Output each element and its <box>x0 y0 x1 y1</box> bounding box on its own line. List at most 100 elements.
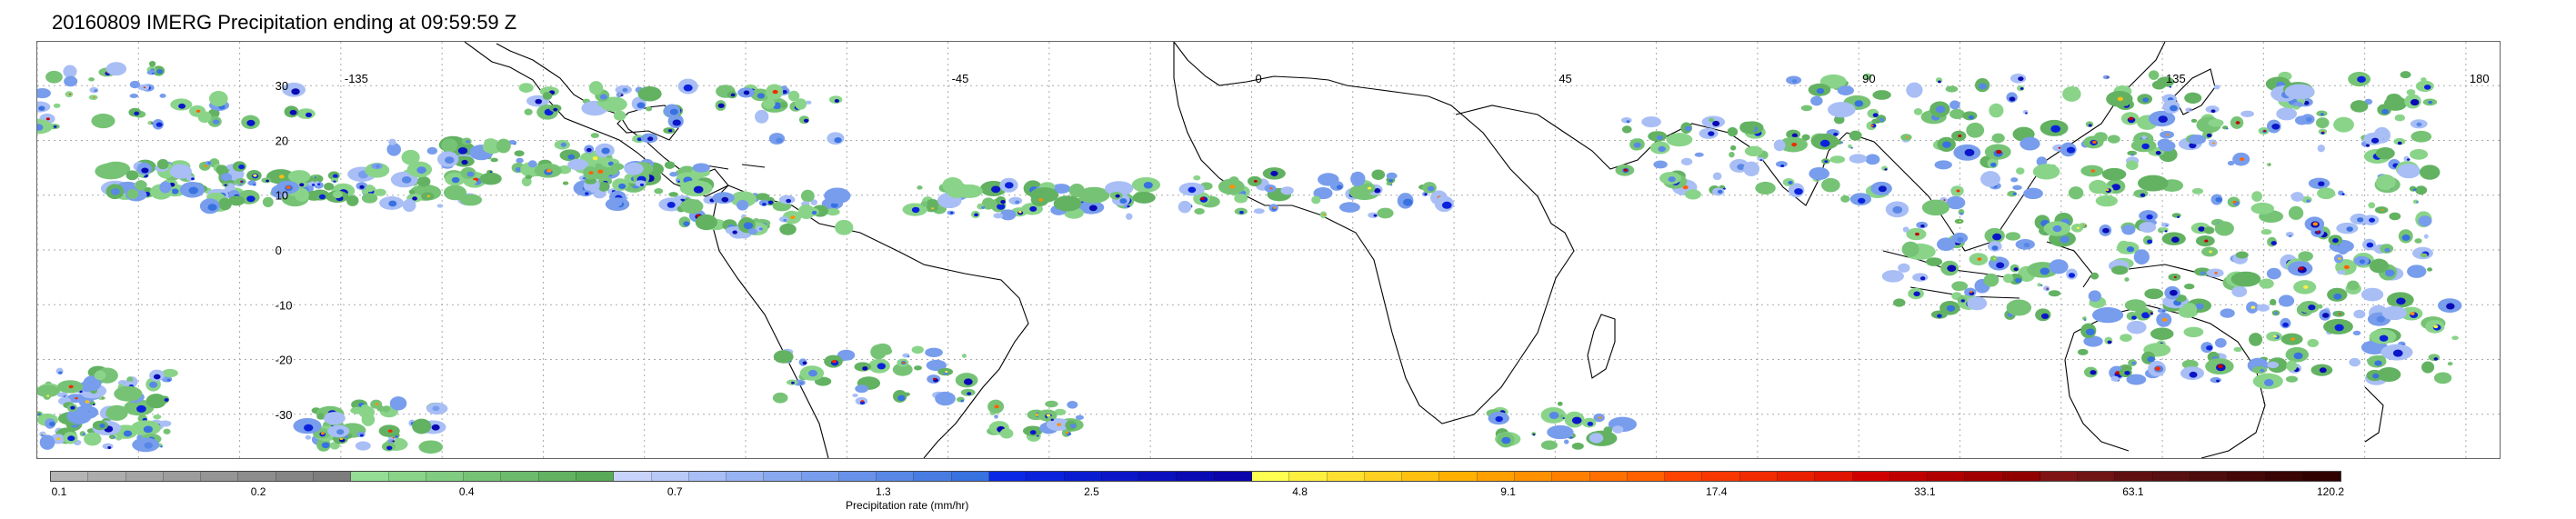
precip-cell-light <box>1921 199 1950 216</box>
precip-cell-moderate <box>2147 356 2155 363</box>
colorbar-tick-label: 0.1 <box>51 485 67 498</box>
colorbar-tick-label: 0.7 <box>667 485 683 498</box>
precip-cell-light <box>664 161 676 169</box>
precip-cell-light <box>834 219 854 235</box>
colorbar-swatch <box>501 472 539 481</box>
precip-cell-moderate <box>289 109 297 115</box>
precip-cell-light <box>1694 152 1704 157</box>
precip-cell-moderate <box>2274 312 2278 314</box>
precip-cell-heavy <box>931 207 935 210</box>
precip-cell-light <box>1559 414 1564 419</box>
precip-cell-heavy <box>1943 199 1946 201</box>
precip-cell-light <box>590 133 599 138</box>
precip-cell-light <box>479 172 502 185</box>
precip-cell-moderate <box>2263 379 2274 386</box>
precip-cell-light <box>2267 361 2280 369</box>
precip-cell-heavy <box>102 397 104 399</box>
precip-cell-moderate <box>94 89 98 93</box>
precip-cell-heavy <box>588 171 594 175</box>
precip-cell-light <box>2433 372 2452 384</box>
precip-cell-light <box>366 185 375 193</box>
precip-cell-moderate <box>1000 200 1006 205</box>
precip-cell-light <box>2415 185 2428 195</box>
precip-cell-light <box>114 385 143 402</box>
precip-cell-heavy <box>204 165 208 168</box>
precip-cell-light <box>1872 90 1891 100</box>
precip-cell-moderate <box>1920 224 1925 228</box>
precip-cell-moderate <box>732 230 737 235</box>
precip-cell-moderate <box>2357 75 2366 83</box>
precip-cell-moderate <box>1658 145 1666 153</box>
precip-cell-light <box>1936 237 1956 252</box>
precip-cell-moderate <box>2397 141 2402 145</box>
precip-cell-heavy <box>1066 432 1069 434</box>
precip-cell-moderate <box>2050 125 2061 133</box>
longitude-label: -45 <box>952 72 969 85</box>
coastline-arabia-india <box>1455 105 1848 206</box>
precip-cell-moderate <box>1957 236 1964 243</box>
precip-cell-moderate <box>2088 124 2092 127</box>
precip-cell-moderate <box>376 165 380 168</box>
precip-cell-light <box>2266 267 2281 280</box>
precip-cell-moderate <box>1270 170 1278 176</box>
precip-cell-light <box>1540 440 1559 450</box>
precip-cell-light <box>148 60 156 67</box>
precip-cell-light <box>935 391 956 406</box>
precip-cell-light <box>525 175 533 179</box>
precip-cell-heavy <box>2263 129 2267 132</box>
precip-cell-moderate <box>601 147 610 155</box>
precip-cell-moderate <box>743 90 750 95</box>
colorbar-swatch <box>2115 472 2153 481</box>
colorbar-swatch <box>838 472 877 481</box>
precip-cell-moderate <box>311 184 316 186</box>
precip-cell-light <box>2410 148 2429 160</box>
precip-cell-light <box>2369 258 2390 274</box>
precip-cell-light <box>946 182 969 198</box>
precip-cell-heavy <box>2410 312 2415 315</box>
precip-cell-heavy <box>392 437 395 439</box>
precip-cell-heavy <box>2214 272 2218 274</box>
precip-cell-light <box>2088 290 2101 303</box>
precip-cell-moderate <box>2023 242 2030 248</box>
precip-cell-moderate <box>1850 146 1853 149</box>
precip-cell-light <box>1234 194 1248 204</box>
precip-cell-light <box>2307 338 2320 348</box>
precip-cell-light <box>37 118 53 135</box>
precip-cell-light <box>153 414 162 420</box>
precip-cell-light <box>2383 95 2408 111</box>
precip-cell-moderate <box>156 69 163 75</box>
colorbar-swatch <box>1327 472 1365 481</box>
precip-cell-light <box>312 174 318 179</box>
precip-cell-light <box>2400 71 2411 79</box>
precip-cell-light <box>169 164 193 179</box>
precip-cell-heavy <box>2312 222 2319 226</box>
precip-cell-heavy <box>1269 187 1273 190</box>
precip-cell-moderate <box>2150 313 2153 315</box>
precip-cell-heavy <box>286 185 291 189</box>
precip-cell-moderate <box>1872 113 1879 117</box>
precip-cell-light <box>402 198 416 213</box>
longitude-label: 0 <box>1255 72 1261 85</box>
colorbar-swatch <box>1439 472 1478 481</box>
precip-cell-moderate <box>2107 340 2112 344</box>
precip-cell-light <box>1075 414 1084 420</box>
precip-cell-light <box>2036 156 2048 166</box>
colorbar-swatch <box>313 472 352 481</box>
precip-cell-light <box>606 155 613 159</box>
precip-cell-light <box>1620 117 1632 124</box>
precip-cell-moderate <box>333 180 336 183</box>
precip-cell-light <box>999 209 1017 221</box>
precip-cell-moderate <box>974 213 979 217</box>
precip-cell-moderate <box>2189 371 2198 378</box>
precip-cell-moderate <box>332 174 338 178</box>
precip-cell-heavy <box>994 404 999 409</box>
precip-cell-moderate <box>2288 235 2292 238</box>
precip-cell-moderate <box>1947 264 1957 273</box>
precip-cell-light <box>2095 195 2118 207</box>
longitude-label: 90 <box>1862 72 1875 85</box>
precip-cell-moderate <box>1919 276 1926 281</box>
precip-cell-light <box>84 432 102 446</box>
precip-cell-light <box>787 90 800 102</box>
precip-cell-light <box>747 228 758 235</box>
precip-cell-light <box>1338 202 1360 213</box>
